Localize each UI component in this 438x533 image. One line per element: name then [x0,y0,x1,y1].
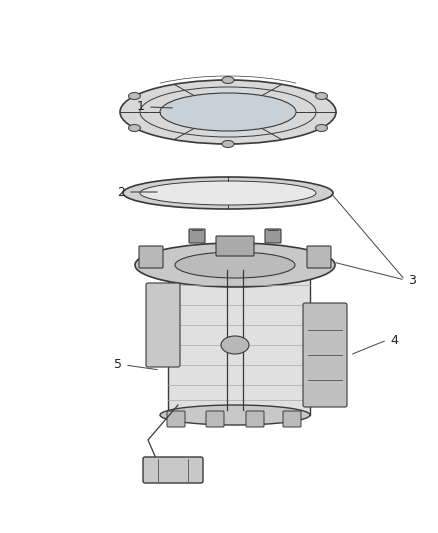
Bar [168,265,310,415]
FancyBboxPatch shape [246,411,264,427]
Text: 5: 5 [114,359,122,372]
Ellipse shape [135,243,335,287]
Ellipse shape [128,125,141,132]
FancyBboxPatch shape [307,246,331,268]
Ellipse shape [128,93,141,100]
FancyBboxPatch shape [139,246,163,268]
Text: 4: 4 [390,334,398,346]
Ellipse shape [140,181,316,205]
FancyBboxPatch shape [216,236,254,256]
Ellipse shape [175,252,295,278]
Ellipse shape [315,125,328,132]
Ellipse shape [160,93,296,131]
FancyBboxPatch shape [265,229,281,243]
FancyBboxPatch shape [167,411,185,427]
FancyBboxPatch shape [189,229,205,243]
Ellipse shape [123,177,333,209]
FancyBboxPatch shape [283,411,301,427]
Ellipse shape [221,336,249,354]
Ellipse shape [222,141,234,148]
Ellipse shape [222,77,234,84]
Text: 2: 2 [117,185,125,198]
FancyBboxPatch shape [146,283,180,367]
Ellipse shape [160,405,310,425]
Text: 1: 1 [137,101,145,114]
Ellipse shape [315,93,328,100]
Text: 3: 3 [408,273,416,287]
Ellipse shape [120,80,336,144]
FancyBboxPatch shape [206,411,224,427]
FancyBboxPatch shape [143,457,203,483]
FancyBboxPatch shape [303,303,347,407]
